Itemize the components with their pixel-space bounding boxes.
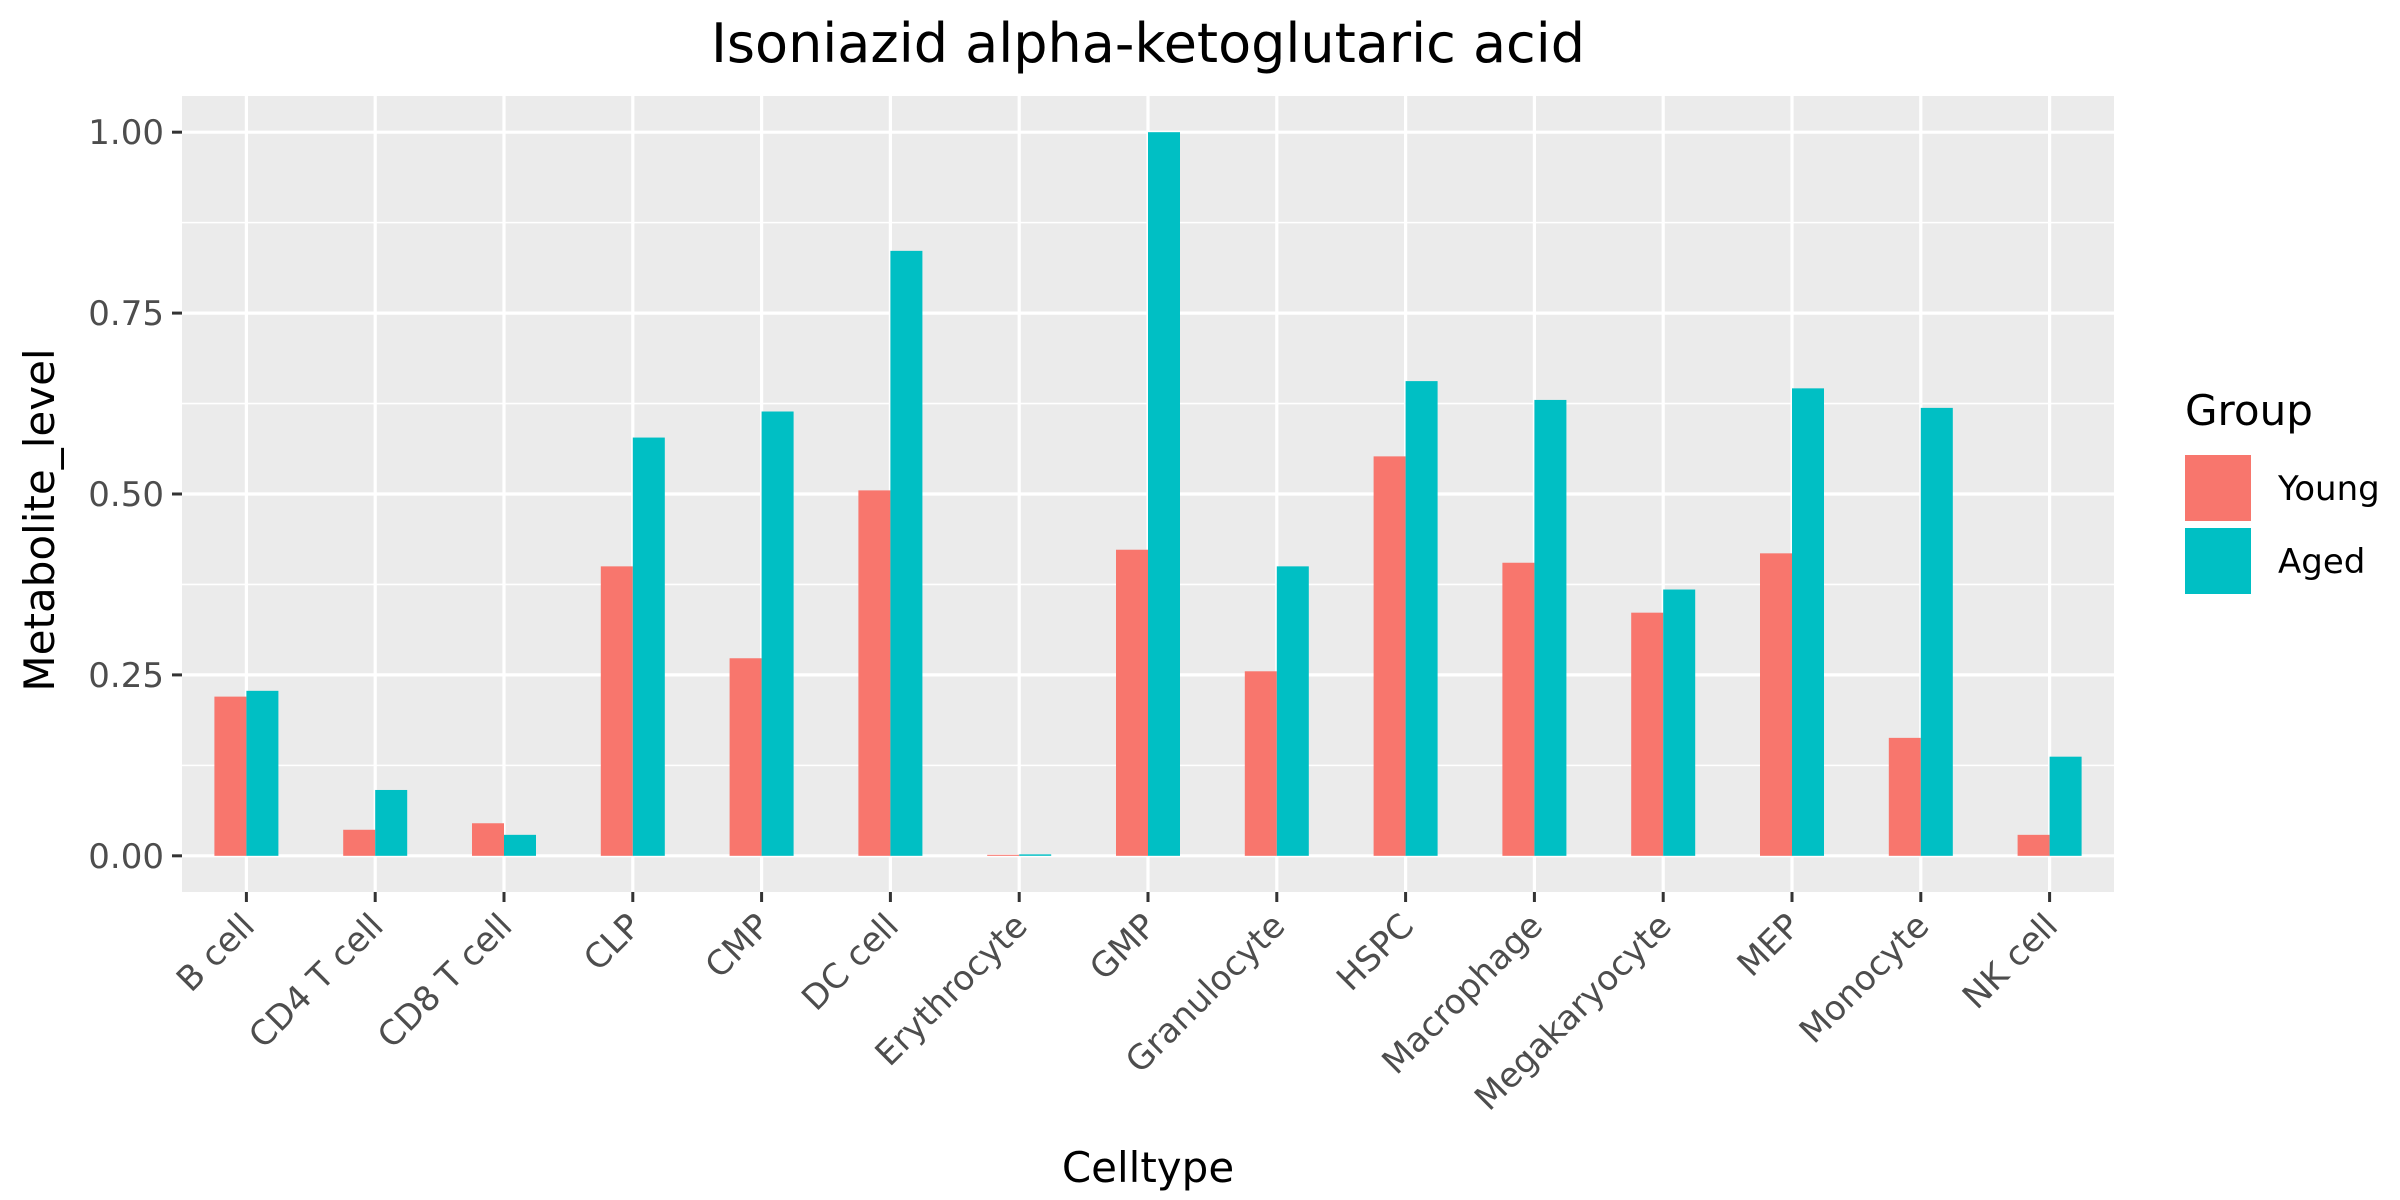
y-tick-label: 0.75 xyxy=(88,294,164,334)
bar-young xyxy=(1373,456,1406,856)
x-tick-label: CD8 T cell xyxy=(370,906,520,1056)
bar-aged xyxy=(1534,399,1567,856)
legend-key-aged xyxy=(2185,528,2251,594)
legend-label-young: Young xyxy=(2277,469,2380,509)
bars xyxy=(214,132,2082,856)
legend-key-young xyxy=(2185,455,2251,521)
bar-young xyxy=(729,658,762,856)
bar-young xyxy=(343,829,376,856)
bar-aged xyxy=(2049,756,2082,856)
y-tick-label: 0.25 xyxy=(88,656,164,696)
bar-aged xyxy=(890,250,923,856)
x-tick-label: Monocyte xyxy=(1792,906,1937,1051)
bar-aged xyxy=(1792,388,1824,856)
bar-young xyxy=(2017,834,2050,856)
bar-young xyxy=(214,696,247,856)
legend: Group Young Aged xyxy=(2185,386,2380,594)
x-tick-label: CD4 T cell xyxy=(241,906,391,1056)
y-tick-label: 0.50 xyxy=(88,475,164,515)
bar-aged xyxy=(504,834,536,856)
x-tick-label: CLP xyxy=(576,906,649,979)
bar-young xyxy=(1760,553,1792,856)
bar-young xyxy=(1502,562,1535,856)
y-tick-label: 0.00 xyxy=(88,837,164,877)
legend-label-aged: Aged xyxy=(2278,542,2365,582)
bar-aged xyxy=(246,690,279,856)
x-tick-label: NK cell xyxy=(1955,906,2066,1017)
y-tick-label: 1.00 xyxy=(88,113,164,153)
x-tick-label: CMP xyxy=(698,906,778,986)
bar-young xyxy=(472,823,504,856)
bar-aged xyxy=(1019,854,1052,856)
y-axis: 0.00 0.25 0.50 0.75 1.00 xyxy=(88,113,182,877)
bar-aged xyxy=(1663,589,1696,856)
x-tick-label: DC cell xyxy=(794,906,907,1019)
bar-aged xyxy=(1148,132,1180,856)
bar-young xyxy=(1631,612,1664,856)
x-axis-title: Celltype xyxy=(1062,1143,1234,1192)
y-axis-title: Metabolite_level xyxy=(15,348,64,691)
legend-title: Group xyxy=(2185,386,2313,435)
bar-young xyxy=(1244,671,1277,856)
bar-young xyxy=(600,566,633,856)
x-tick-label: HSPC xyxy=(1329,906,1422,999)
bar-aged xyxy=(761,411,794,856)
bar-aged xyxy=(1276,566,1309,856)
x-tick-label: GMP xyxy=(1082,906,1164,988)
bar-aged xyxy=(375,789,408,856)
x-tick-label: B cell xyxy=(169,906,263,1000)
bar-aged xyxy=(1920,407,1953,856)
chart-title: Isoniazid alpha-ketoglutaric acid xyxy=(711,12,1585,75)
bar-aged xyxy=(1405,381,1438,856)
bar-young xyxy=(858,490,891,856)
bar-young xyxy=(987,854,1020,856)
bar-young xyxy=(1888,737,1921,856)
bar-young xyxy=(1116,549,1148,856)
bar-aged xyxy=(632,437,665,856)
x-tick-label: MEP xyxy=(1730,906,1809,985)
